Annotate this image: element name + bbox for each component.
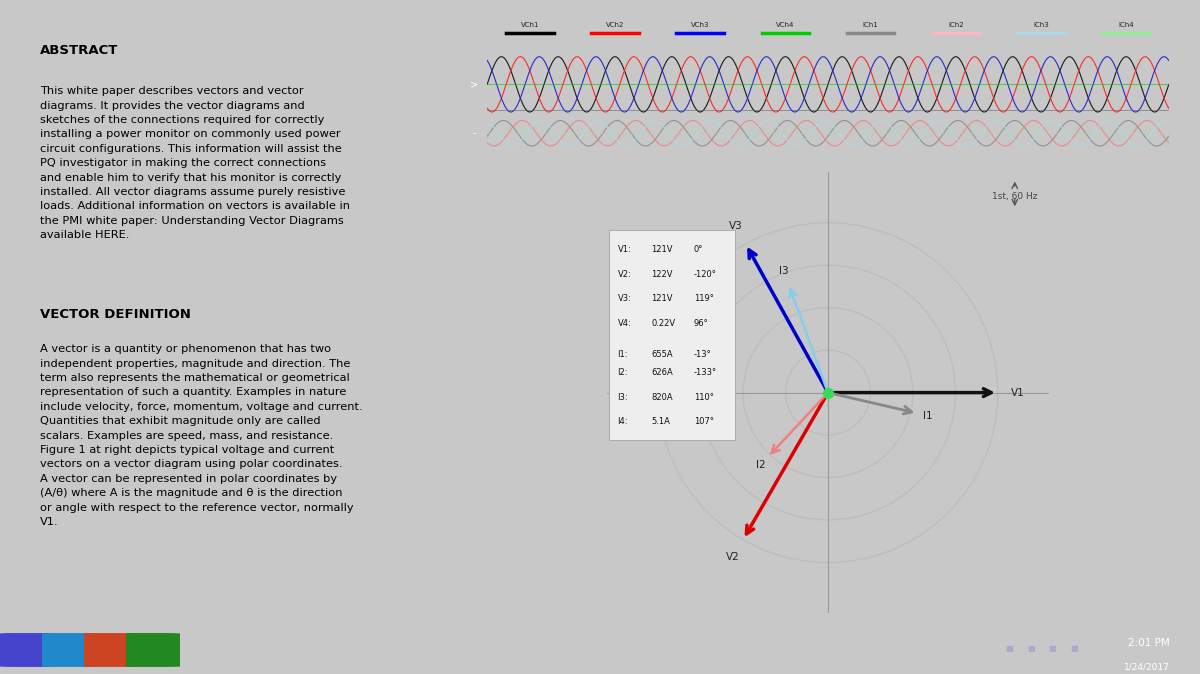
FancyBboxPatch shape	[0, 633, 54, 667]
Text: VECTOR DEFINITION: VECTOR DEFINITION	[40, 308, 191, 321]
FancyBboxPatch shape	[608, 230, 734, 440]
Text: This white paper describes vectors and vector
diagrams. It provides the vector d: This white paper describes vectors and v…	[40, 86, 350, 240]
Text: V3:: V3:	[618, 294, 631, 303]
Text: 107°: 107°	[694, 417, 714, 426]
Text: VCh3: VCh3	[691, 22, 709, 28]
Text: 655A: 655A	[652, 350, 673, 359]
Text: >: >	[470, 80, 479, 90]
Text: -: -	[473, 128, 476, 138]
Text: I2: I2	[756, 460, 766, 470]
Text: V1:: V1:	[618, 245, 631, 254]
Text: ICh1: ICh1	[863, 22, 878, 28]
Text: I3:: I3:	[618, 392, 628, 402]
Text: 122V: 122V	[652, 270, 673, 278]
Text: VCh2: VCh2	[606, 22, 624, 28]
Text: VCh4: VCh4	[776, 22, 794, 28]
Text: 121V: 121V	[652, 245, 673, 254]
Text: 626A: 626A	[652, 368, 673, 377]
Text: ICh3: ICh3	[1033, 22, 1049, 28]
Text: ABSTRACT: ABSTRACT	[40, 44, 119, 57]
Text: 110°: 110°	[694, 392, 714, 402]
Text: V1: V1	[1012, 388, 1025, 398]
Text: ■: ■	[1070, 644, 1078, 653]
Text: 1st, 60 Hz: 1st, 60 Hz	[992, 192, 1038, 202]
Text: 820A: 820A	[652, 392, 673, 402]
Text: I2:: I2:	[618, 368, 628, 377]
Text: 1/24/2017: 1/24/2017	[1124, 663, 1170, 672]
Text: ICh4: ICh4	[1118, 22, 1134, 28]
Text: 5.1A: 5.1A	[652, 417, 671, 426]
Text: V4:: V4:	[618, 319, 631, 328]
Text: V2: V2	[726, 552, 739, 562]
Text: 96°: 96°	[694, 319, 709, 328]
Text: I4:: I4:	[618, 417, 628, 426]
Text: ■: ■	[1049, 644, 1056, 653]
Text: ICh2: ICh2	[948, 22, 964, 28]
Text: 119°: 119°	[694, 294, 714, 303]
Text: VCh1: VCh1	[521, 22, 539, 28]
FancyBboxPatch shape	[84, 633, 138, 667]
Text: 2:01 PM: 2:01 PM	[1128, 638, 1170, 648]
Text: ■: ■	[1006, 644, 1013, 653]
FancyBboxPatch shape	[126, 633, 180, 667]
Text: 0°: 0°	[694, 245, 703, 254]
Text: A vector is a quantity or phenomenon that has two
independent properties, magnit: A vector is a quantity or phenomenon tha…	[40, 344, 362, 527]
Text: I1:: I1:	[618, 350, 628, 359]
Text: V2:: V2:	[618, 270, 631, 278]
Text: 0.22V: 0.22V	[652, 319, 676, 328]
Text: I3: I3	[779, 266, 788, 276]
Text: -13°: -13°	[694, 350, 712, 359]
FancyBboxPatch shape	[42, 633, 96, 667]
Text: -120°: -120°	[694, 270, 716, 278]
Text: I1: I1	[923, 410, 932, 421]
Text: V3: V3	[728, 221, 743, 231]
Text: ■: ■	[1027, 644, 1034, 653]
Text: -133°: -133°	[694, 368, 716, 377]
Text: 121V: 121V	[652, 294, 673, 303]
